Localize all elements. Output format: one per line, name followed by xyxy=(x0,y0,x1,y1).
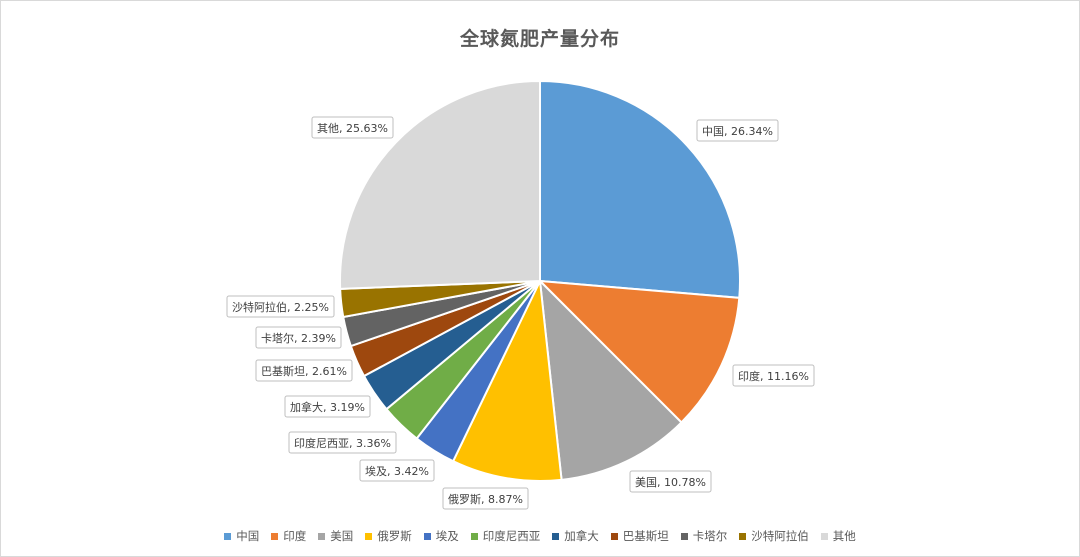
legend-item-6[interactable]: 印度尼西亚 xyxy=(470,528,541,544)
data-label-box-7 xyxy=(284,395,371,418)
legend-item-7[interactable]: 加拿大 xyxy=(552,528,599,544)
legend-item-1[interactable]: 中国 xyxy=(224,528,259,544)
data-label-box-11 xyxy=(311,116,394,139)
legend-item-9[interactable]: 卡塔尔 xyxy=(680,528,728,544)
legend-label-10: 沙特阿拉伯 xyxy=(751,529,809,543)
data-label-box-5 xyxy=(359,459,435,482)
legend-swatch-11 xyxy=(820,532,828,540)
data-label-8: 巴基斯坦, 2.61% xyxy=(255,359,353,382)
legend-item-4[interactable]: 俄罗斯 xyxy=(365,528,412,544)
legend-label-6: 印度尼西亚 xyxy=(482,529,541,543)
chart-title: 全球氮肥产量分布 xyxy=(459,28,620,50)
data-label-text-9: 卡塔尔, 2.39% xyxy=(261,332,336,345)
data-label-text-7: 加拿大, 3.19% xyxy=(290,400,365,414)
data-label-2: 印度, 11.16% xyxy=(732,364,815,387)
legend-item-10[interactable]: 沙特阿拉伯 xyxy=(739,528,809,544)
data-label-box-3 xyxy=(629,470,712,493)
legend-item-2[interactable]: 印度 xyxy=(271,528,306,544)
legend-label-7: 加拿大 xyxy=(564,529,599,543)
data-label-10: 沙特阿拉伯, 2.25% xyxy=(226,295,335,318)
legend-swatch-8 xyxy=(610,532,618,540)
data-label-text-1: 中国, 26.34% xyxy=(702,125,773,138)
pie-slice-11[interactable] xyxy=(339,79,541,290)
data-label-text-10: 沙特阿拉伯, 2.25% xyxy=(232,300,329,314)
legend-label-1: 中国 xyxy=(236,529,260,543)
legend-swatch-7 xyxy=(552,532,560,540)
data-label-text-3: 美国, 10.78% xyxy=(635,476,706,489)
legend-label-3: 美国 xyxy=(330,529,354,543)
pie-slice-2[interactable] xyxy=(537,279,741,424)
chart-legend: 中国 印度 美国 俄罗斯 埃及 印度尼西亚 加拿大 巴基斯坦 卡塔尔 沙特阿拉伯 其他 xyxy=(0,528,1080,544)
legend-swatch-6 xyxy=(470,532,478,540)
legend-label-8: 巴基斯坦 xyxy=(622,529,669,543)
pie-slice-3[interactable] xyxy=(538,278,683,481)
legend-swatch-1 xyxy=(224,532,232,540)
data-label-text-5: 埃及, 3.42% xyxy=(365,464,429,478)
legend-swatch-9 xyxy=(680,532,688,540)
legend-label-5: 埃及 xyxy=(435,529,459,543)
data-label-1: 中国, 26.34% xyxy=(696,119,779,142)
data-label-text-11: 其他, 25.63% xyxy=(317,122,388,135)
legend-item-5[interactable]: 埃及 xyxy=(423,528,459,544)
data-label-box-6 xyxy=(288,431,397,454)
legend-swatch-4 xyxy=(365,532,373,540)
legend-item-11[interactable]: 其他 xyxy=(820,528,856,544)
data-label-9: 卡塔尔, 2.39% xyxy=(255,326,342,349)
data-label-6: 印度尼西亚, 3.36% xyxy=(288,431,397,454)
data-label-7: 加拿大, 3.19% xyxy=(284,395,371,418)
data-label-text-8: 巴基斯坦, 2.61% xyxy=(261,364,347,378)
legend-swatch-3 xyxy=(318,532,326,540)
data-label-text-4: 俄罗斯, 8.87% xyxy=(448,493,523,506)
pie-slice-4[interactable] xyxy=(451,277,563,482)
pie-slice-1[interactable] xyxy=(539,79,741,299)
legend-label-9: 卡塔尔 xyxy=(692,529,728,543)
data-label-box-2 xyxy=(732,364,815,387)
data-label-3: 美国, 10.78% xyxy=(629,470,712,493)
data-label-box-1 xyxy=(696,119,779,142)
data-label-box-10 xyxy=(226,295,335,318)
data-label-text-2: 印度, 11.16% xyxy=(738,369,809,383)
legend-swatch-5 xyxy=(423,532,431,540)
legend-label-11: 其他 xyxy=(832,529,856,543)
data-label-box-8 xyxy=(255,359,353,382)
legend-swatch-2 xyxy=(271,532,279,540)
legend-label-2: 印度 xyxy=(283,529,307,543)
data-label-box-9 xyxy=(255,326,342,349)
legend-swatch-10 xyxy=(739,532,747,540)
data-label-box-4 xyxy=(442,487,529,510)
data-label-11: 其他, 25.63% xyxy=(311,116,394,139)
data-label-text-6: 印度尼西亚, 3.36% xyxy=(294,436,391,450)
legend-item-8[interactable]: 巴基斯坦 xyxy=(610,528,669,544)
legend-item-3[interactable]: 美国 xyxy=(318,528,353,544)
legend-label-4: 俄罗斯 xyxy=(377,529,412,543)
data-label-4: 俄罗斯, 8.87% xyxy=(442,487,529,510)
data-label-5: 埃及, 3.42% xyxy=(359,459,435,482)
